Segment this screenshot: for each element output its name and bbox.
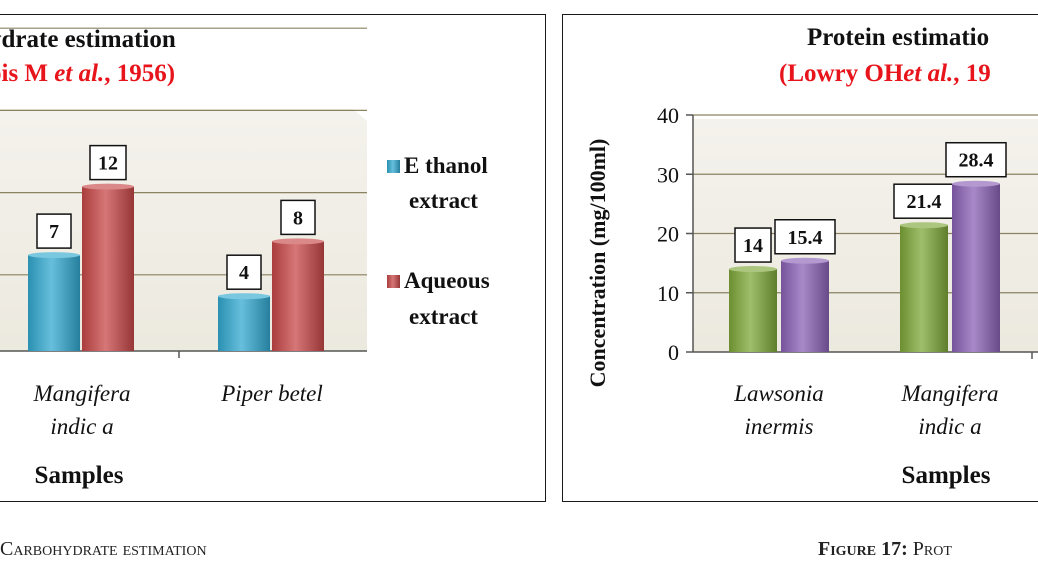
right-y-axis-title: Concentration (mg/100ml) (585, 139, 610, 388)
right-data-label-1-0: 21.4 (907, 191, 942, 213)
right-data-label-1-1: 28.4 (959, 150, 994, 172)
legend-label-ethanol-2: extract (409, 188, 478, 213)
right-figure-caption-text: Prot (907, 538, 952, 560)
right-bar-0-1 (781, 260, 829, 352)
right-bar-0-0-top (729, 266, 777, 273)
left-chart-title: ydrate estimation (0, 26, 176, 53)
right-data-label-0-0: 14 (743, 235, 763, 257)
right-plot-area: 0 10 20 30 40 14 15.4 Lawsonia inermis 21.4 28.4 Ma… (657, 103, 1038, 439)
legend-swatch-ethanol (387, 160, 400, 173)
left-bar-0-1 (82, 186, 134, 351)
right-category-label-0-line-0: Lawsonia (733, 381, 823, 406)
legend-swatch-aqueous (387, 275, 400, 288)
left-data-label-1-0: 4 (239, 262, 249, 284)
left-data-label-1-0-box (226, 254, 262, 290)
left-category-label-1-line-0: Piper betel (220, 381, 323, 406)
carbohydrate-chart-panel: ydrate estimation ois M et al., 1956) 7 1… (0, 14, 546, 502)
carbohydrate-chart: ydrate estimation ois M et al., 1956) 7 1… (0, 26, 490, 489)
left-chart-citation: ois M et al., 1956) (0, 60, 175, 87)
right-bar-1-1-top (952, 180, 1000, 187)
right-data-label-0-1: 15.4 (788, 227, 823, 249)
right-bar-1-0 (900, 225, 948, 352)
right-bar-1-0-top (900, 222, 948, 229)
right-x-axis-title: Samples (902, 462, 991, 489)
right-figure-caption: Figure 17: Prot (818, 538, 952, 561)
legend-label-aqueous-2: extract (409, 304, 478, 329)
left-data-label-0-1-box (89, 144, 127, 181)
right-bar-0-1-top (781, 257, 829, 264)
legend-label-ethanol-1: E thanol (404, 153, 488, 178)
left-bar-0-0-top (28, 252, 80, 259)
left-bar-1-0-top (218, 293, 270, 300)
right-data-label-1-0-box (893, 183, 955, 219)
right-bar-0-0 (729, 269, 777, 352)
right-y-tick-label-4: 40 (657, 103, 679, 128)
right-chart-citation: (Lowry OHet al., 19 (779, 60, 991, 87)
protein-chart: Protein estimatio (Lowry OHet al., 19 Co… (585, 24, 1038, 489)
left-data-label-0-0: 7 (49, 221, 59, 243)
left-data-label-0-1: 12 (98, 153, 118, 175)
right-y-tick-label-3: 30 (657, 162, 679, 187)
right-category-label-1-line-0: Mangifera (900, 381, 998, 406)
right-category-label-1-line-1: indic a (918, 414, 981, 439)
left-data-label-0-0-box (36, 213, 72, 249)
left-bar-0-1-top (82, 183, 134, 190)
left-x-axis-title: Samples (35, 462, 124, 489)
right-data-label-0-1-box (774, 219, 836, 255)
right-figure-caption-label: Figure 17: (818, 538, 908, 560)
left-bar-1-0 (218, 296, 270, 351)
right-chart-title: Protein estimatio (807, 24, 989, 51)
right-data-label-1-1-box (945, 141, 1007, 178)
left-bar-1-1 (272, 241, 324, 351)
right-y-tick-label-2: 20 (657, 222, 679, 247)
left-data-label-1-1-box (280, 199, 316, 236)
left-category-label-0-line-1: indic a (50, 414, 113, 439)
right-data-label-0-0-box (734, 227, 772, 263)
left-plot-area: 7 12 Mangifera indic a 4 8 Piper betel (0, 27, 367, 439)
right-category-label-0-line-1: inermis (745, 414, 814, 439)
legend-label-aqueous-1: Aqueous (404, 268, 490, 293)
left-bar-0-0 (28, 255, 80, 351)
left-legend: E thanol extract Aqueous extract (387, 153, 490, 329)
left-bar-1-1-top (272, 238, 324, 245)
left-data-label-1-1: 8 (293, 207, 303, 229)
left-category-label-0-line-0: Mangifera (32, 381, 130, 406)
right-y-tick-label-1: 10 (657, 281, 679, 306)
protein-chart-panel: Protein estimatio (Lowry OHet al., 19 Co… (562, 14, 1038, 502)
right-y-tick-label-0: 0 (668, 340, 679, 365)
right-bar-1-1 (952, 183, 1000, 352)
left-figure-caption: Carbohydrate estimation (0, 538, 207, 560)
